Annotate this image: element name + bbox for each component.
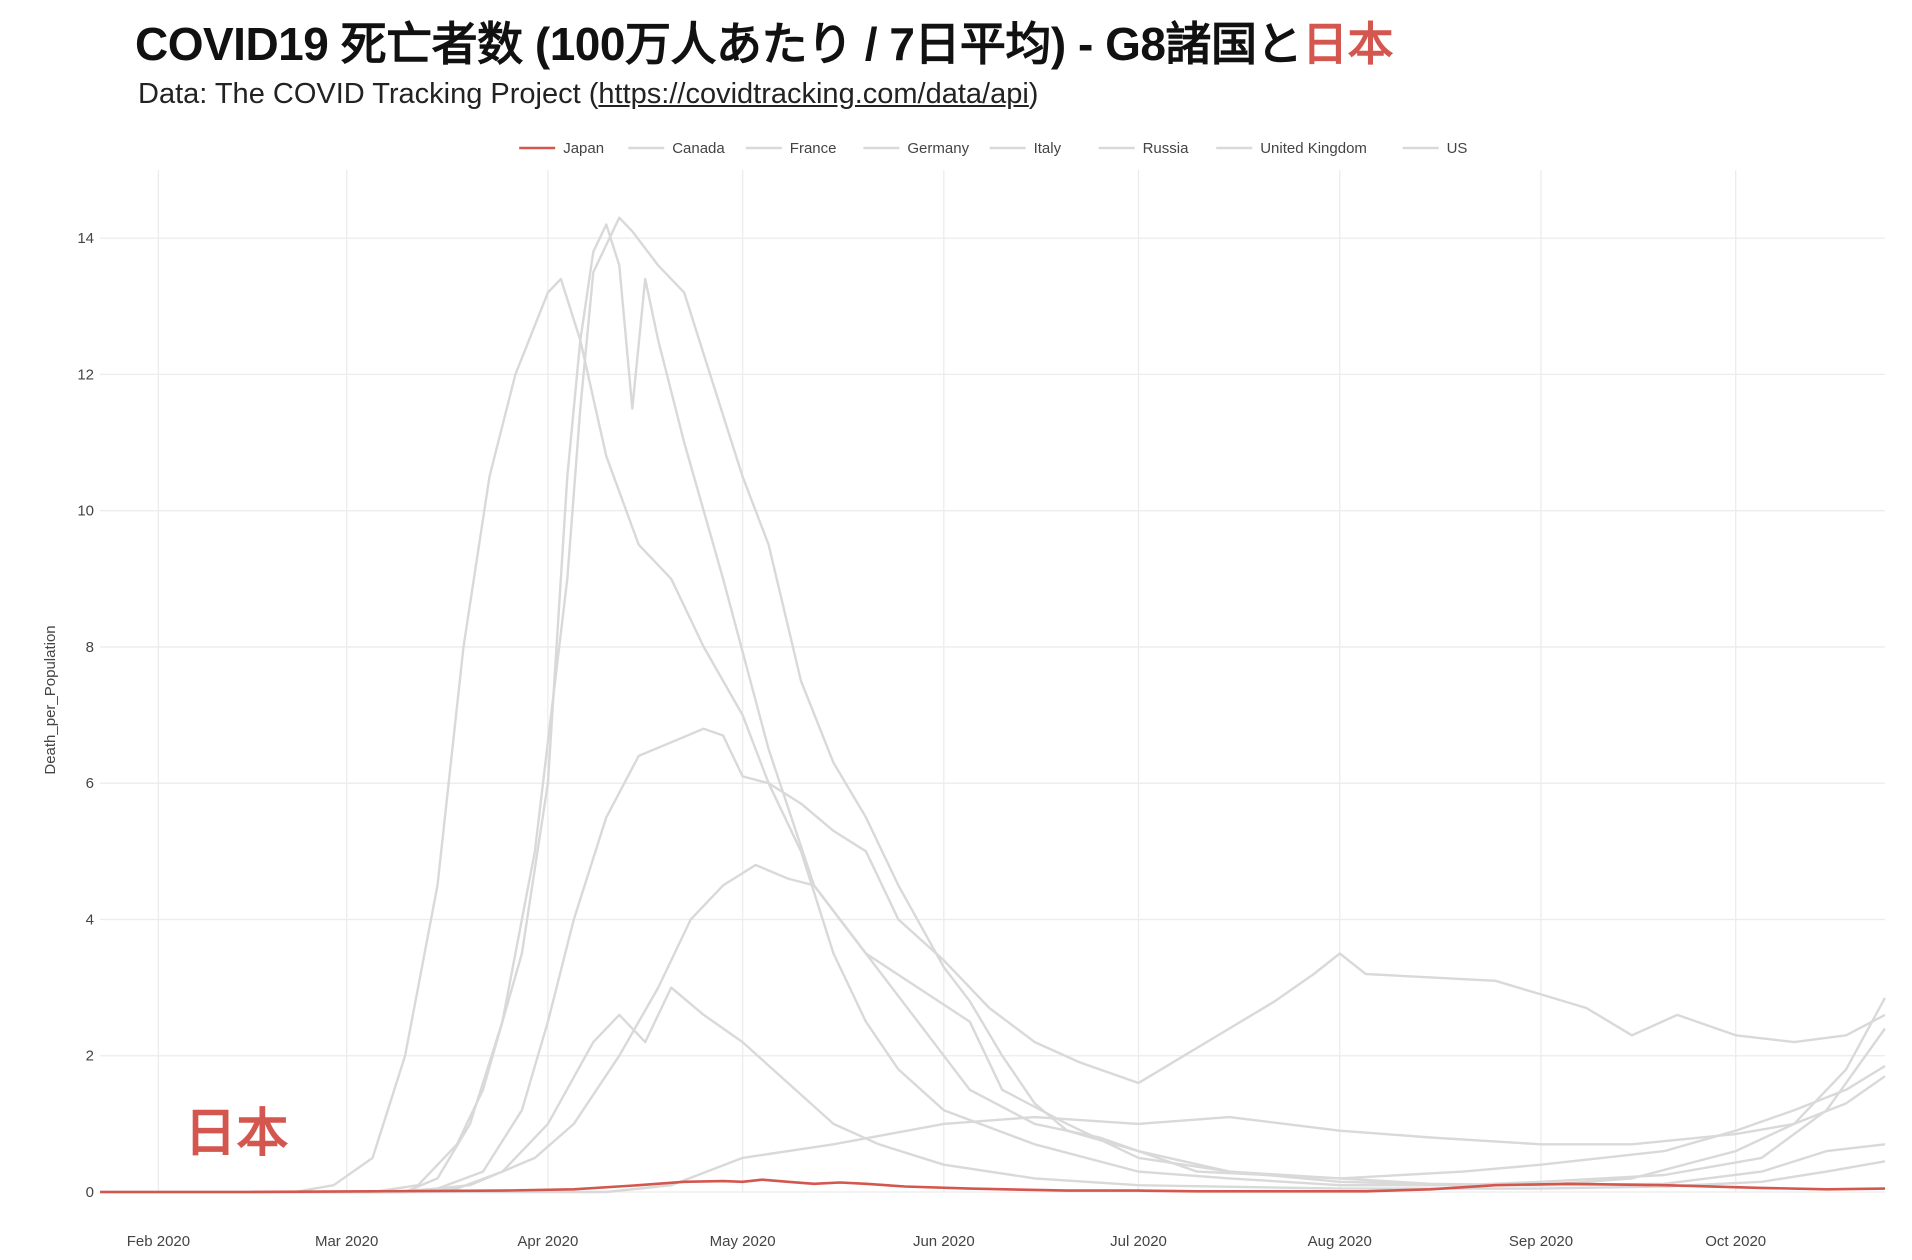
- series-line-japan: [100, 1178, 1886, 1194]
- series-line-united-kingdom: [100, 216, 1887, 1194]
- x-tick-label: Feb 2020: [127, 1233, 190, 1250]
- legend-label: Germany: [907, 140, 969, 157]
- x-tick-label: Sep 2020: [1509, 1233, 1573, 1250]
- title-main: COVID19 死亡者数 (100万人あたり / 7日平均) - G8諸国と: [135, 18, 1302, 70]
- x-tick-label: Aug 2020: [1308, 1233, 1372, 1250]
- y-tick-label: 0: [86, 1184, 94, 1201]
- legend-label: US: [1447, 140, 1468, 157]
- series-line-us: [100, 727, 1886, 1194]
- highlight-series-lines: [100, 1178, 1886, 1194]
- series-line-russia: [100, 1075, 1886, 1194]
- title-accent: 日本: [1301, 18, 1394, 70]
- legend-label: Italy: [1034, 140, 1062, 157]
- series-line-germany: [100, 986, 1886, 1194]
- series-line-france: [100, 223, 1886, 1194]
- x-tick-label: Jun 2020: [913, 1233, 975, 1250]
- legend-label: Japan: [563, 140, 604, 157]
- y-axis-label: Death_per_Population: [42, 625, 59, 774]
- legend-label: France: [790, 140, 837, 157]
- series-lines: [100, 216, 1887, 1194]
- legend-label: Russia: [1143, 140, 1190, 157]
- x-tick-label: Oct 2020: [1705, 1233, 1766, 1250]
- y-tick-label: 2: [86, 1048, 94, 1065]
- x-axis-ticks: Feb 2020 Mar 2020 Apr 2020 May 2020 Jun 2020…: [127, 1233, 1766, 1250]
- y-tick-label: 12: [77, 366, 94, 383]
- japan-annotation: 日本: [184, 1105, 288, 1163]
- y-tick-label: 14: [77, 230, 94, 247]
- legend: Japan Canada France Germany Italy Russia Unite…: [519, 140, 1467, 157]
- legend-label: Canada: [672, 140, 725, 157]
- subtitle-suffix: ): [1028, 78, 1039, 110]
- x-tick-label: May 2020: [710, 1233, 776, 1250]
- x-tick-label: Jul 2020: [1110, 1233, 1167, 1250]
- source-link[interactable]: https://covidtracking.com/data/api: [598, 78, 1029, 110]
- y-tick-label: 4: [86, 911, 94, 928]
- x-tick-label: Apr 2020: [517, 1233, 578, 1250]
- y-tick-label: 6: [86, 775, 94, 792]
- chart-title: COVID19 死亡者数 (100万人あたり / 7日平均) - G8諸国と日本: [135, 8, 1393, 74]
- series-line-canada: [100, 863, 1886, 1194]
- chart-subtitle: Data: The COVID Tracking Project (https:…: [138, 78, 1038, 111]
- y-tick-label: 10: [77, 503, 94, 520]
- y-axis-ticks: 0 2 4 6 8 10 12 14: [77, 230, 94, 1201]
- series-line-italy: [100, 277, 1886, 1194]
- x-tick-label: Mar 2020: [315, 1233, 378, 1250]
- subtitle-prefix: Data: The COVID Tracking Project (: [138, 78, 599, 110]
- legend-label: United Kingdom: [1260, 140, 1367, 157]
- y-tick-label: 8: [86, 639, 94, 656]
